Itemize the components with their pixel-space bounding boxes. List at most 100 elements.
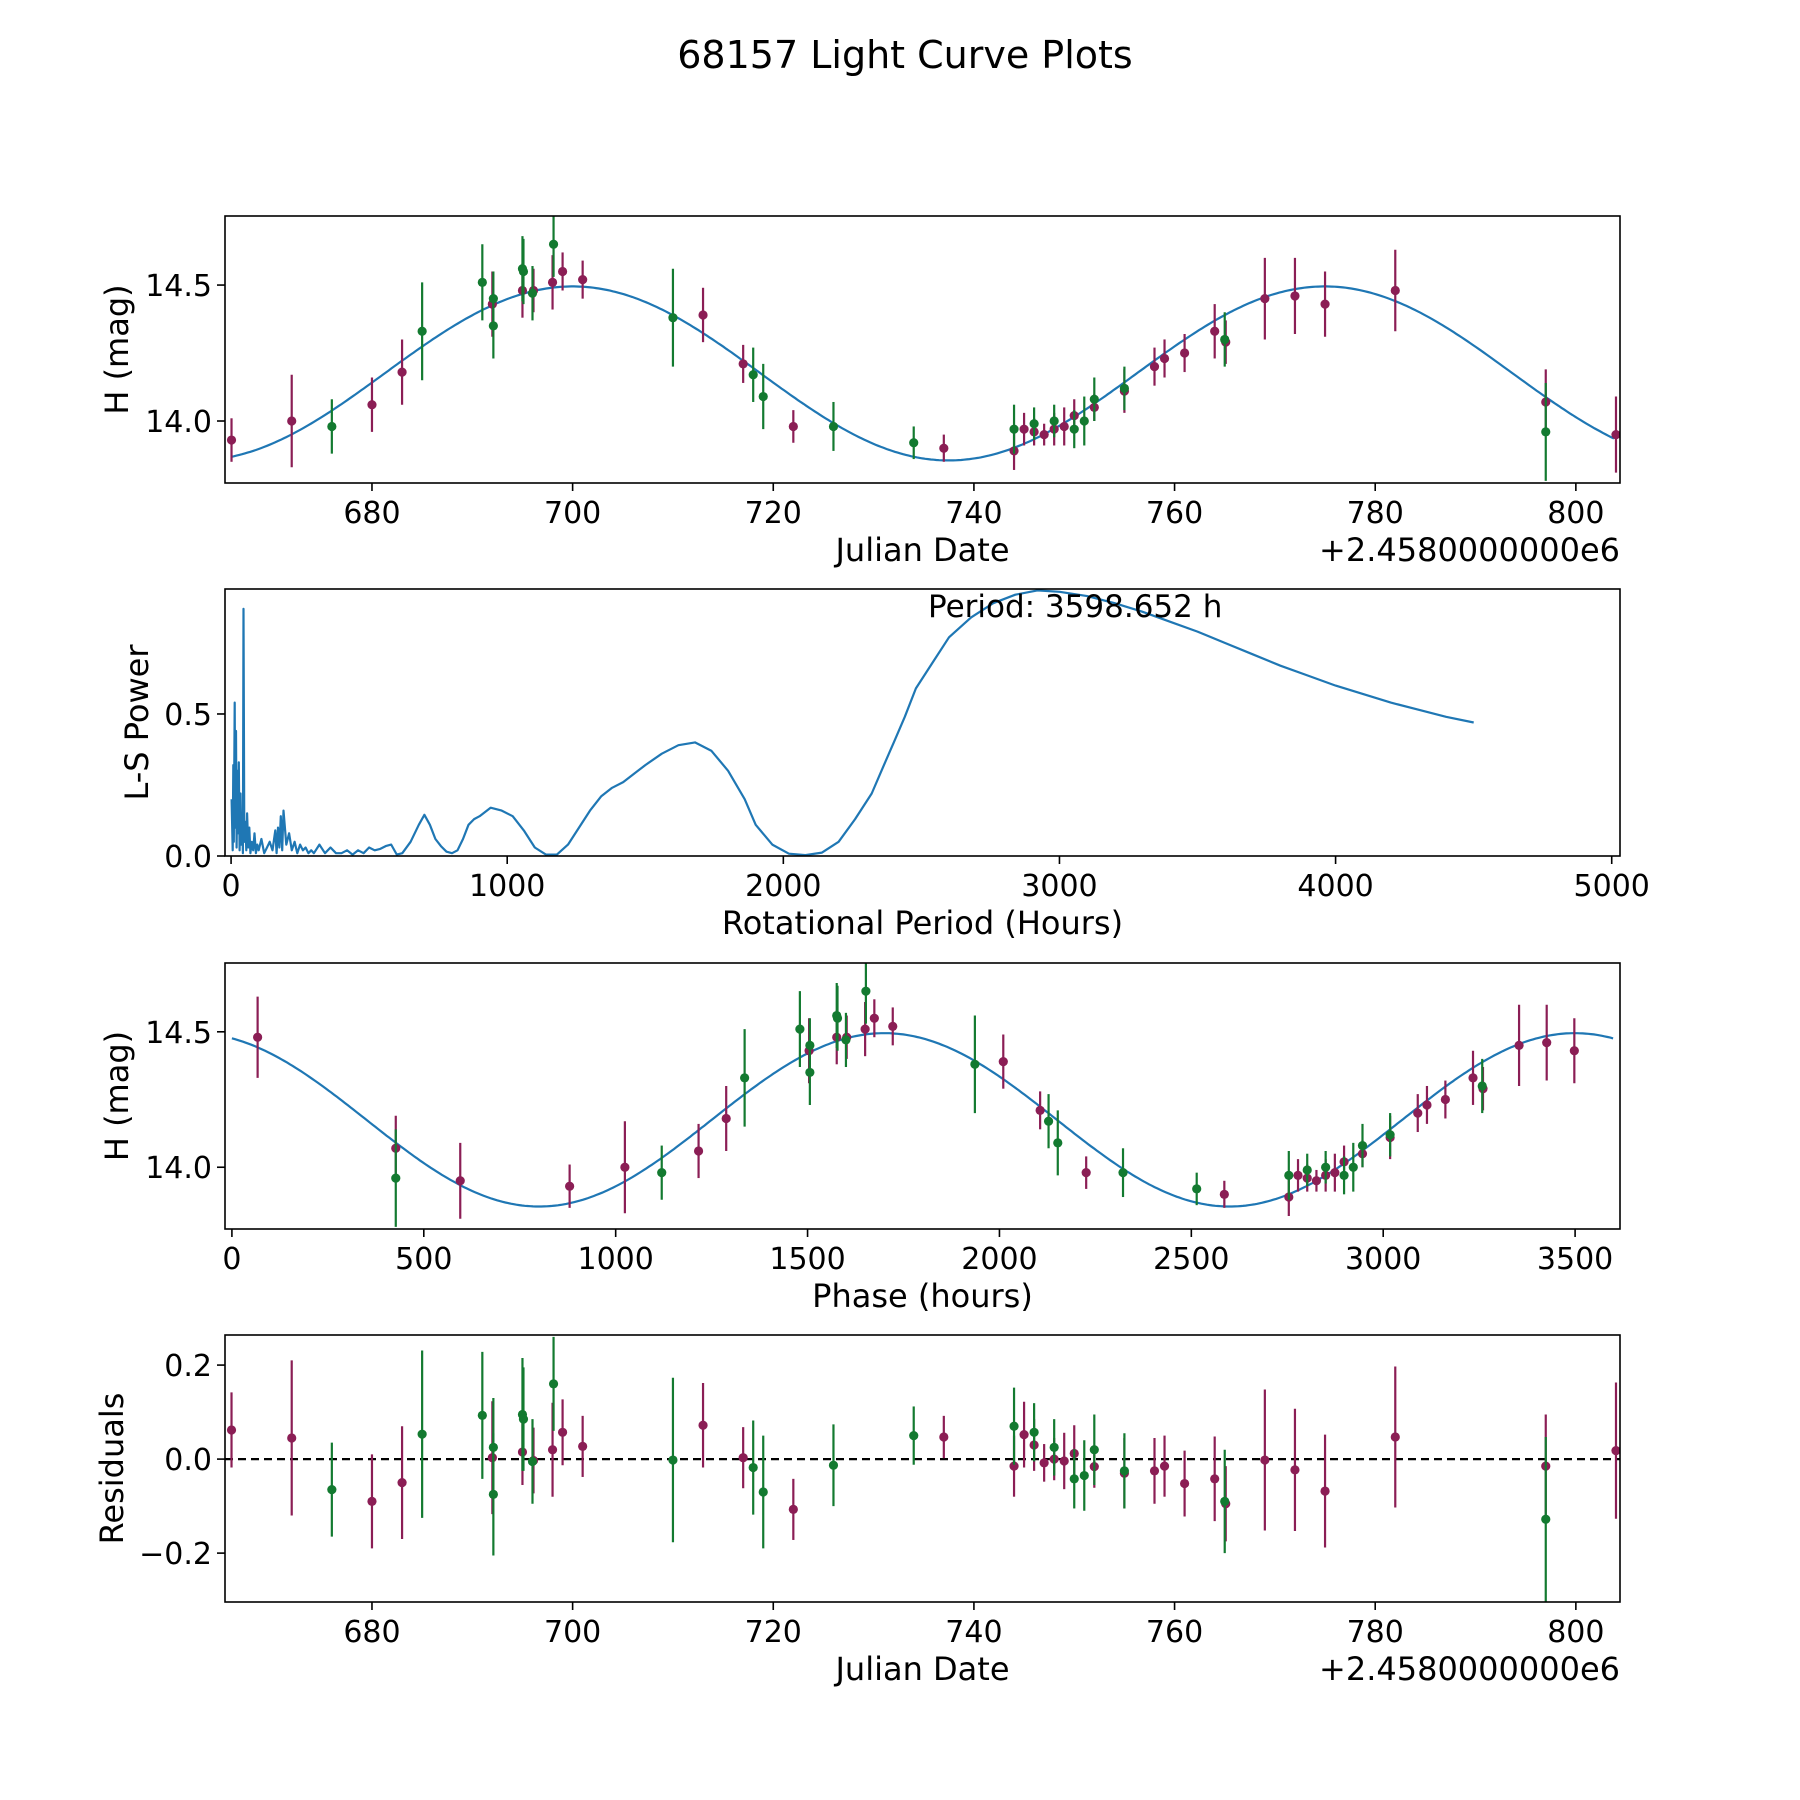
fit-curve <box>231 1032 1614 1208</box>
data-point <box>1210 326 1220 336</box>
data-point <box>788 421 798 432</box>
data-point <box>397 367 407 377</box>
x-tick-label: 720 <box>745 1615 802 1650</box>
x-tick-label: 740 <box>945 1615 1002 1650</box>
x-tick-label: 0 <box>222 869 241 904</box>
data-point <box>1081 1168 1091 1178</box>
data-point <box>758 1487 768 1497</box>
data-point <box>578 275 588 285</box>
data-point <box>527 1456 538 1467</box>
data-point <box>518 266 529 277</box>
data-point <box>477 277 487 287</box>
data-point <box>477 1410 487 1420</box>
y-tick-label: 0.0 <box>164 1443 212 1478</box>
data-point <box>1079 1470 1089 1481</box>
data-point <box>557 1427 568 1437</box>
data-point <box>226 1425 237 1435</box>
x-tick-label: 680 <box>343 1615 400 1650</box>
x-tick-label: 760 <box>1146 1615 1203 1650</box>
data-point <box>805 1067 815 1078</box>
data-point <box>1035 1105 1045 1115</box>
x-tick-label: 1500 <box>769 1242 845 1277</box>
data-point <box>1159 353 1170 364</box>
data-point <box>518 1414 529 1424</box>
data-point <box>828 421 839 432</box>
data-point <box>698 310 708 320</box>
data-point <box>1260 294 1270 304</box>
data-point <box>1220 1496 1230 1507</box>
data-point <box>226 435 237 445</box>
data-point <box>1009 1461 1019 1471</box>
data-point <box>1149 1466 1160 1476</box>
x-axis-label: Rotational Period (Hours) <box>722 904 1123 942</box>
y-tick-label: 0.5 <box>164 698 212 733</box>
data-point <box>1059 1456 1069 1466</box>
data-point <box>1385 1130 1395 1140</box>
data-point <box>1440 1094 1450 1105</box>
data-point <box>1413 1108 1423 1118</box>
data-point <box>841 1035 851 1045</box>
data-point <box>1348 1162 1358 1172</box>
y-axis-label: Residuals <box>93 1393 131 1545</box>
data-point <box>1514 1040 1524 1050</box>
x-tick-label: 800 <box>1547 1615 1604 1650</box>
x-tick-label: 760 <box>1146 496 1203 531</box>
data-point <box>557 266 568 277</box>
y-tick-label: 0.2 <box>164 1349 212 1384</box>
phased-light-curve-panel: 0 500 1000 1500 2000 2500 3000 3500 14.0 14.5 Phas… <box>98 962 1621 1315</box>
data-point <box>1053 1138 1063 1148</box>
x-tick-label: 780 <box>1347 496 1404 531</box>
x-tick-label: 740 <box>945 496 1002 531</box>
x-tick-label: 700 <box>544 1615 601 1650</box>
data-point <box>1468 1073 1478 1083</box>
data-point <box>1320 299 1330 309</box>
data-point <box>1542 1038 1552 1048</box>
data-point <box>1220 334 1230 345</box>
data-point <box>367 400 377 410</box>
data-point <box>327 421 337 432</box>
data-point <box>578 1441 588 1452</box>
data-point <box>1089 1445 1099 1455</box>
data-point <box>748 370 758 380</box>
data-point <box>869 1013 879 1023</box>
data-point <box>253 1032 263 1042</box>
data-point <box>1179 1478 1190 1489</box>
data-point <box>527 288 538 298</box>
data-point <box>1019 424 1029 434</box>
data-point <box>1049 1442 1059 1452</box>
residuals-panel: 680 700 720 740 760 780 800 −0.2 0.0 0.2 Julian Da… <box>93 1334 1621 1688</box>
data-point <box>1192 1184 1202 1194</box>
data-point <box>327 1485 337 1495</box>
axes-frame <box>224 588 1621 857</box>
data-point <box>698 1420 708 1430</box>
data-point <box>1422 1100 1432 1110</box>
x-axis-label: Phase (hours) <box>812 1277 1033 1315</box>
x-tick-label: 2500 <box>1153 1242 1229 1277</box>
x-tick-label: 5000 <box>1574 869 1650 904</box>
data-point <box>1119 383 1130 393</box>
data-point <box>287 416 297 426</box>
x-tick-label: 1000 <box>469 869 545 904</box>
data-point <box>668 1455 678 1465</box>
data-point <box>1320 1486 1330 1496</box>
x-tick-label: 4000 <box>1297 869 1373 904</box>
data-point <box>1611 430 1620 440</box>
data-point <box>417 326 427 336</box>
y-axis-label: L-S Power <box>118 644 156 801</box>
data-point <box>1219 1189 1229 1199</box>
y-tick-label: 14.0 <box>145 405 212 440</box>
data-point <box>909 1430 919 1441</box>
data-point <box>795 1024 805 1034</box>
data-point <box>1019 1430 1029 1440</box>
data-point <box>488 1489 498 1499</box>
plot-area <box>231 963 1614 1227</box>
axes-frame <box>224 215 1621 484</box>
data-point <box>1611 1446 1620 1456</box>
data-point <box>939 443 949 453</box>
data-point <box>1049 416 1059 426</box>
x-tick-label: 3000 <box>1021 869 1097 904</box>
y-tick-label: 0.0 <box>164 840 212 875</box>
x-tick-label: 780 <box>1347 1615 1404 1650</box>
x-tick-label: 1000 <box>577 1242 653 1277</box>
